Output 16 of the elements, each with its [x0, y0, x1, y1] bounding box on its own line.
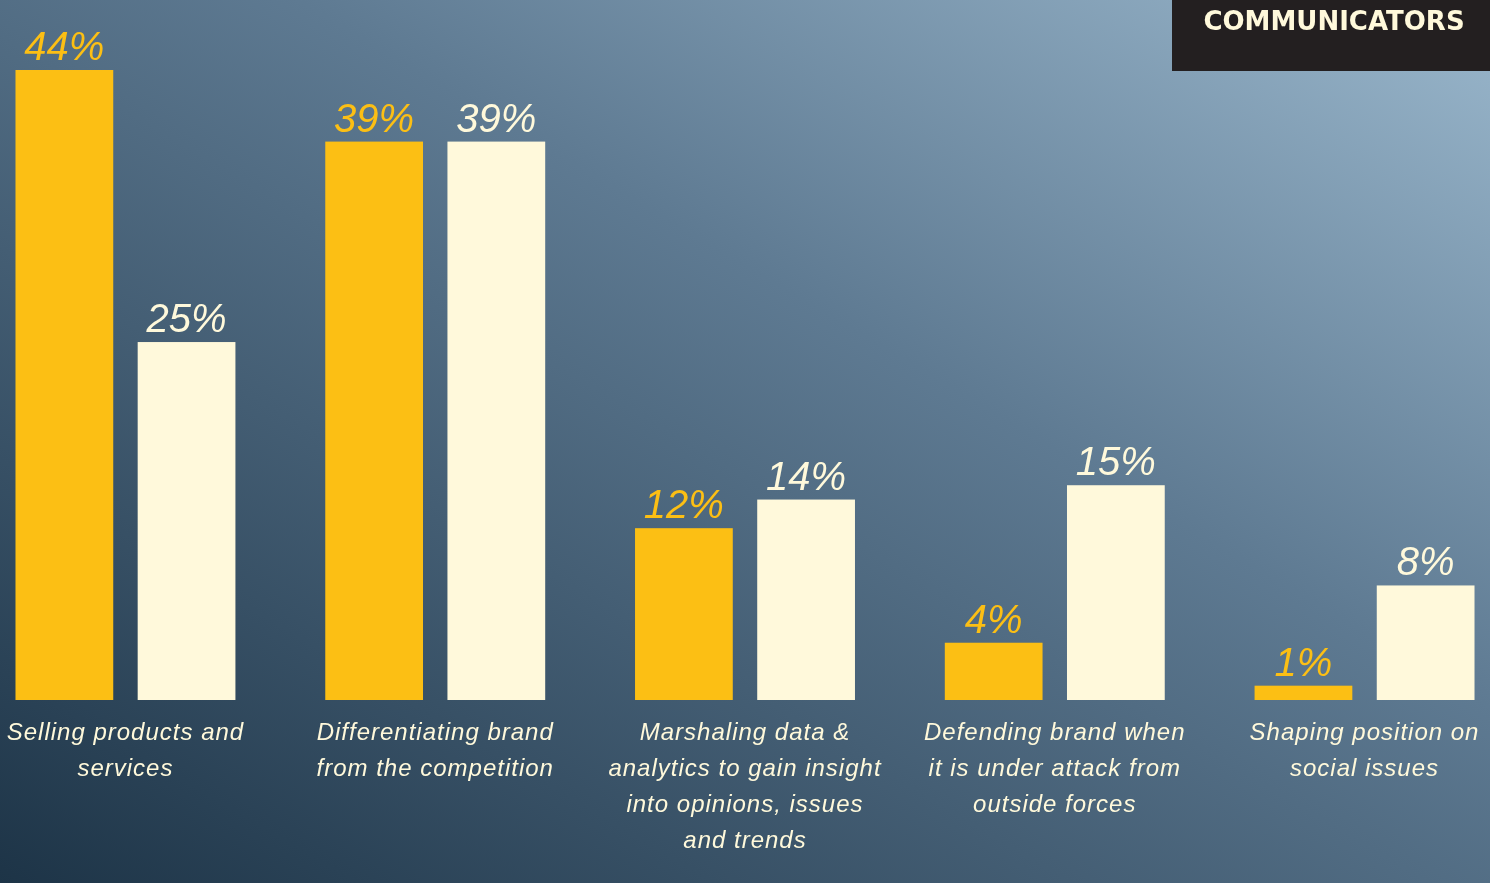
- data-label: 12%: [643, 482, 724, 527]
- text: COMMUNICATORS: [1203, 6, 1465, 36]
- data-label: 8%: [1396, 539, 1455, 584]
- data-label: 15%: [1075, 439, 1156, 484]
- data-label: 1%: [1274, 639, 1333, 684]
- data-label: 44%: [24, 24, 105, 68]
- data-label: 25%: [145, 296, 227, 341]
- x-tick-label: Differentiating brand from the competition: [316, 718, 554, 781]
- x-tick-label: Defending brand when it is under attack from outside forces: [924, 718, 1186, 817]
- data-label: 14%: [766, 453, 847, 498]
- data-label: 39%: [334, 95, 415, 140]
- x-tick-label: Shaping position on social issues: [1249, 718, 1480, 781]
- data-label: 39%: [456, 95, 537, 140]
- x-tick-label: Marshaling data & analytics to gain insight into opinions, issues and trends: [608, 718, 882, 853]
- x-tick-label: Selling products and services: [6, 718, 245, 781]
- data-label: 4%: [964, 596, 1023, 641]
